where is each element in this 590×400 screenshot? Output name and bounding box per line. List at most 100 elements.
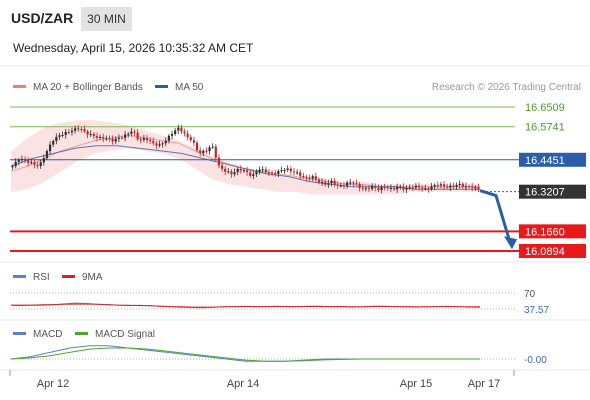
candle-body <box>83 129 86 132</box>
ma50-line <box>10 145 480 190</box>
candle-body <box>64 131 67 135</box>
candle-body <box>399 186 402 188</box>
candle-body <box>405 188 408 190</box>
candle-body <box>105 138 108 140</box>
candle-body <box>408 187 411 189</box>
candle-body <box>330 180 333 184</box>
candle-body <box>152 140 155 144</box>
timeframe-button[interactable]: 30 MIN <box>81 7 132 31</box>
candle-body <box>124 134 127 138</box>
price-panel: 16.6509 16.5741 16.4451 16.3207 16.1660 16.08… <box>10 102 586 258</box>
candle-body <box>289 168 292 172</box>
x-tick-label: Apr 14 <box>227 378 259 390</box>
candle-body <box>61 134 64 136</box>
candle-body <box>23 158 27 161</box>
signal-legend-swatch <box>75 332 88 335</box>
pair-title: USD/ZAR <box>11 10 74 26</box>
rsi-ma-legend-label: 9MA <box>82 272 103 283</box>
candle-body <box>55 136 58 142</box>
candle-body <box>205 150 208 152</box>
candle-body <box>314 176 317 180</box>
candle-body <box>421 187 424 189</box>
candle-body <box>133 131 136 133</box>
candle-body <box>220 165 224 169</box>
ma20-legend-swatch <box>13 85 26 88</box>
candle-body <box>452 185 455 187</box>
candle-body <box>52 141 55 145</box>
candle-body <box>224 168 227 172</box>
candle-body <box>471 186 474 188</box>
candle-body <box>108 138 111 140</box>
candle-body <box>299 172 302 176</box>
candle-body <box>33 162 36 165</box>
candle-body <box>352 182 355 184</box>
candle-body <box>70 130 74 133</box>
ma50-legend-swatch <box>155 85 168 88</box>
candle-body <box>402 186 405 190</box>
candle-body <box>95 136 99 138</box>
pivot-tag <box>519 152 586 167</box>
ma20-legend-label: MA 20 + Bollinger Bands <box>33 82 143 93</box>
macd-signal-line <box>10 347 480 362</box>
candle-body <box>295 172 299 174</box>
candle-body <box>239 168 242 171</box>
candle-body <box>170 134 174 136</box>
support-label: 16.1660 <box>525 226 565 238</box>
candle-body <box>142 137 145 140</box>
rsi-legend-label: RSI <box>33 272 50 283</box>
candle-body <box>342 185 346 187</box>
candle-body <box>174 130 177 135</box>
candle-body <box>277 170 280 174</box>
candle-body <box>377 187 380 191</box>
candle-body <box>358 184 361 188</box>
candle-body <box>433 185 436 187</box>
forecast-arrowhead <box>504 236 517 250</box>
candle-body <box>39 162 42 167</box>
candle-body <box>199 150 202 154</box>
candle-body <box>477 187 480 190</box>
candle-body <box>214 146 217 158</box>
candle-body <box>180 127 183 132</box>
candle-body <box>48 144 52 152</box>
x-tick-label: Apr 12 <box>37 378 69 390</box>
candle-body <box>102 136 105 139</box>
candle-body <box>464 186 468 188</box>
candle-body <box>430 186 433 190</box>
candle-body <box>136 132 139 140</box>
last-price-tag <box>519 184 586 199</box>
candle-body <box>283 169 286 171</box>
x-tick-label: Apr 15 <box>400 378 432 390</box>
candle-body <box>14 161 17 167</box>
resistance-label: 16.5741 <box>525 122 565 134</box>
candle-body <box>274 173 277 175</box>
candle-body <box>58 135 61 137</box>
candle-body <box>336 184 339 186</box>
candle-body <box>292 171 296 173</box>
timestamp: Wednesday, April 15, 2026 10:35:32 AM CE… <box>13 41 254 55</box>
candle-body <box>208 147 211 152</box>
x-tick-label: Apr 17 <box>468 378 500 390</box>
candle-body <box>436 185 439 187</box>
pivot-label: 16.4451 <box>525 155 565 167</box>
candle-body <box>45 151 49 159</box>
candle-body <box>305 177 308 179</box>
candle-body <box>383 187 386 189</box>
candle-body <box>114 138 117 142</box>
candle-body <box>417 185 421 188</box>
candle-body <box>389 187 392 189</box>
candle-body <box>467 186 471 188</box>
candle-body <box>327 183 330 185</box>
candle-body <box>245 170 249 173</box>
candle-body <box>270 172 274 174</box>
candle-body <box>324 181 327 185</box>
candle-body <box>127 133 130 135</box>
candle-body <box>30 162 33 164</box>
candle-body <box>189 137 192 141</box>
macd-legend-swatch <box>13 332 26 335</box>
candle-body <box>280 170 283 172</box>
candle-body <box>367 188 371 190</box>
candle-body <box>474 187 477 189</box>
candle-body <box>186 133 189 138</box>
candle-body <box>230 171 233 175</box>
candle-body <box>411 187 414 189</box>
